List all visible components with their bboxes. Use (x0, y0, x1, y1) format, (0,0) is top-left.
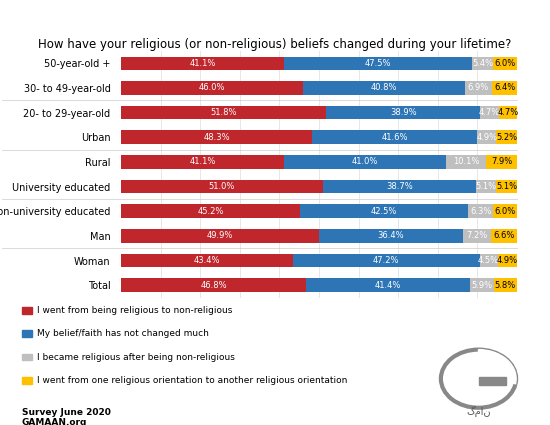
Text: 41.0%: 41.0% (352, 157, 378, 167)
Bar (121, 229, 318, 243)
Bar (326, 106, 480, 119)
Text: My belief/faith has not changed much: My belief/faith has not changed much (37, 329, 209, 338)
Text: 38.7%: 38.7% (386, 182, 413, 191)
Text: 41.1%: 41.1% (189, 157, 216, 167)
Bar (493, 204, 517, 218)
Bar (306, 278, 470, 292)
Bar (498, 254, 517, 267)
Bar (470, 278, 494, 292)
Text: گمان: گمان (466, 406, 491, 417)
Bar (284, 155, 446, 169)
Text: 48.3%: 48.3% (204, 133, 230, 142)
Bar (323, 180, 476, 193)
Bar (121, 130, 312, 144)
Bar (486, 155, 518, 169)
Text: 45.2%: 45.2% (197, 207, 224, 216)
Text: 5.2%: 5.2% (496, 133, 517, 142)
Bar (491, 229, 518, 243)
Text: 6.6%: 6.6% (494, 231, 515, 241)
Text: 5.8%: 5.8% (494, 280, 516, 290)
Text: 42.5%: 42.5% (371, 207, 397, 216)
Bar (121, 204, 300, 218)
Text: 5.1%: 5.1% (496, 182, 517, 191)
Bar (121, 81, 303, 95)
Bar (121, 106, 326, 119)
Text: 6.3%: 6.3% (470, 207, 492, 216)
Text: 36.4%: 36.4% (377, 231, 404, 241)
Text: I became religious after being non-religious: I became religious after being non-relig… (37, 352, 235, 362)
Text: 41.6%: 41.6% (381, 133, 408, 142)
Text: 38.9%: 38.9% (390, 108, 416, 117)
Text: 10.1%: 10.1% (453, 157, 479, 167)
Text: I went from one religious orientation to another religious orientation: I went from one religious orientation to… (37, 376, 348, 385)
Text: 5.4%: 5.4% (472, 59, 493, 68)
Text: 5.1%: 5.1% (476, 182, 497, 191)
Wedge shape (478, 350, 516, 384)
Text: 6.9%: 6.9% (468, 83, 489, 93)
Bar (121, 254, 293, 267)
Bar (293, 254, 480, 267)
Bar (480, 106, 499, 119)
Text: 51.0%: 51.0% (209, 182, 235, 191)
Text: 46.0%: 46.0% (199, 83, 226, 93)
Bar (446, 155, 486, 169)
Text: 7.9%: 7.9% (491, 157, 513, 167)
Bar (284, 57, 472, 70)
Bar (303, 81, 465, 95)
Bar (497, 180, 516, 193)
Text: 6.4%: 6.4% (494, 83, 515, 93)
Text: 5.9%: 5.9% (471, 280, 492, 290)
Text: 41.4%: 41.4% (375, 280, 402, 290)
Text: 6.0%: 6.0% (494, 207, 516, 216)
Bar (492, 81, 518, 95)
Bar (497, 130, 517, 144)
Text: 6.0%: 6.0% (494, 59, 516, 68)
Text: 43.4%: 43.4% (194, 256, 220, 265)
Bar (478, 377, 506, 385)
Bar (312, 130, 477, 144)
Bar (121, 155, 284, 169)
Bar (121, 57, 284, 70)
Bar (476, 180, 497, 193)
Text: 46.8%: 46.8% (200, 280, 227, 290)
Text: 47.5%: 47.5% (365, 59, 391, 68)
Text: 4.5%: 4.5% (478, 256, 499, 265)
Text: 49.9%: 49.9% (207, 231, 233, 241)
Bar (318, 229, 463, 243)
Text: Survey June 2020
GAMAAN.org: Survey June 2020 GAMAAN.org (22, 408, 111, 425)
Text: 47.2%: 47.2% (373, 256, 399, 265)
Bar (300, 204, 468, 218)
Text: I went from being religious to non-religious: I went from being religious to non-relig… (37, 306, 233, 315)
Bar (499, 106, 518, 119)
Bar (477, 130, 497, 144)
Bar (493, 57, 517, 70)
Text: 4.9%: 4.9% (497, 256, 518, 265)
Text: 4.9%: 4.9% (476, 133, 497, 142)
Bar (472, 57, 493, 70)
Bar (465, 81, 492, 95)
Text: 41.1%: 41.1% (189, 59, 216, 68)
Text: 40.8%: 40.8% (371, 83, 397, 93)
Text: How have your religious (or non-religious) beliefs changed during your lifetime?: How have your religious (or non-religiou… (39, 38, 512, 51)
Bar (121, 180, 323, 193)
Bar (463, 229, 491, 243)
Text: 4.7%: 4.7% (497, 108, 519, 117)
Text: 7.2%: 7.2% (466, 231, 488, 241)
Bar (121, 278, 306, 292)
Text: 51.8%: 51.8% (210, 108, 237, 117)
Text: 4.7%: 4.7% (479, 108, 500, 117)
Bar (480, 254, 498, 267)
Bar (468, 204, 493, 218)
Bar (494, 278, 516, 292)
